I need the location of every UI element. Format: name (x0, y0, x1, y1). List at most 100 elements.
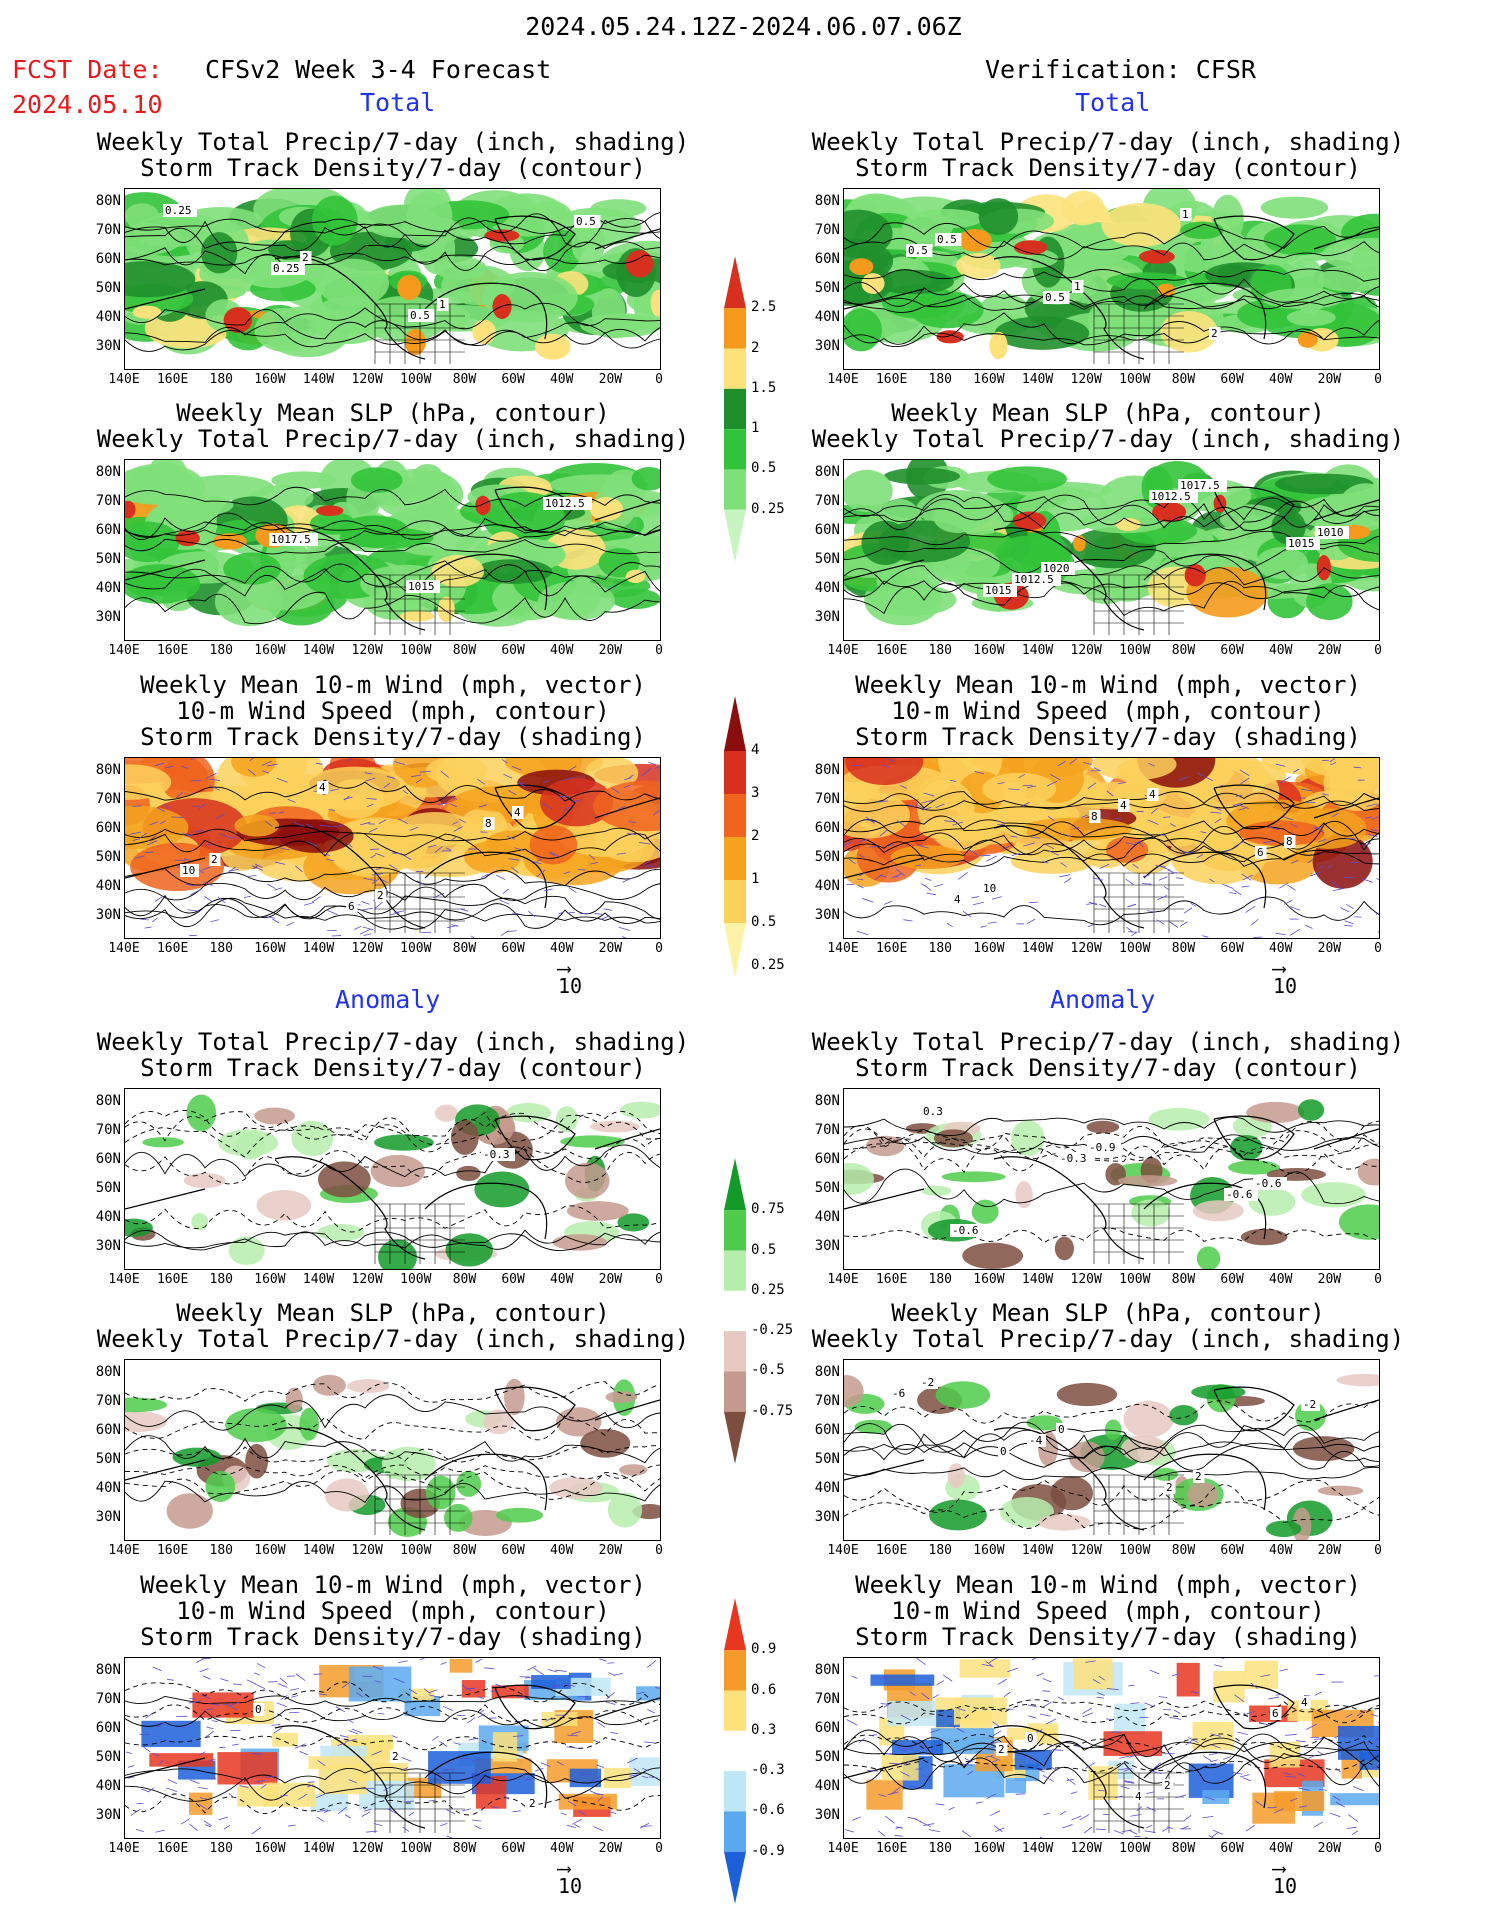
contour-label: -0.6 (950, 1224, 984, 1237)
map-panel-l4: -0.3 (124, 1088, 661, 1270)
lon-tick-label: 160E (156, 941, 189, 956)
lon-tick-label: 40W (549, 1841, 574, 1856)
svg-text:6: 6 (348, 900, 355, 913)
lon-tick-label: 40W (1268, 1272, 1293, 1287)
svg-text:-0.3: -0.3 (483, 1148, 510, 1161)
map-panel-l1: 0.25 2 1 0.5 0.25 0.5 (124, 188, 661, 370)
lon-tick-label: 0 (655, 372, 663, 387)
lon-tick-label: 20W (1317, 1272, 1342, 1287)
lon-tick-label: 80W (452, 643, 477, 658)
lon-tick-label: 80W (1171, 372, 1196, 387)
svg-text:0.5: 0.5 (576, 215, 596, 228)
lon-tick-label: 40W (1268, 643, 1293, 658)
lon-tick-label: 40W (549, 941, 574, 956)
contour-label: -0.6 (1224, 1188, 1258, 1201)
map-panel-r6: 0 2 4 2 4 6 (843, 1657, 1380, 1839)
lon-tick-label: 140E (108, 1543, 140, 1558)
lon-tick-label: 20W (1317, 1543, 1342, 1558)
lat-tick-label: 30N (814, 609, 840, 625)
lat-tick-label: 30N (95, 338, 121, 354)
lon-tick-label: 60W (501, 643, 525, 658)
svg-text:2: 2 (1164, 1779, 1171, 1792)
svg-text:1012.5: 1012.5 (1014, 573, 1054, 586)
lon-tick-label: 20W (598, 1841, 623, 1856)
contour-label: 0.25 (271, 262, 305, 275)
lon-tick-label: 20W (598, 372, 623, 387)
lon-tick-label: 160E (875, 941, 908, 956)
lon-tick-label: 140W (302, 1543, 335, 1558)
lon-tick-label: 160W (973, 941, 1005, 956)
lon-tick-label: 160E (156, 1272, 189, 1287)
lon-tick-label: 140W (1021, 941, 1054, 956)
svg-text:0: 0 (1027, 1732, 1034, 1745)
lon-tick-label: 120W (1070, 1841, 1102, 1856)
lon-tick-label: 120W (351, 643, 383, 658)
svg-text:0.5: 0.5 (410, 309, 430, 322)
contour-label: -2 (1301, 1398, 1320, 1411)
contour-label: 4 (952, 893, 964, 906)
lon-tick-label: 160W (973, 1841, 1005, 1856)
svg-text:1012.5: 1012.5 (1151, 490, 1191, 503)
svg-text:2: 2 (1166, 1481, 1173, 1494)
contour-label: 0.5 (935, 233, 962, 246)
lon-tick-label: 20W (598, 643, 623, 658)
contour-label: 4 (1133, 1790, 1145, 1803)
lon-tick-label: 160E (875, 1841, 908, 1856)
lat-tick-label: 30N (95, 609, 121, 625)
section-anomaly-left: Anomaly (335, 985, 441, 1014)
map-r3: 4 8 10 4 6 4 8 (844, 758, 1379, 938)
svg-text:-2: -2 (1303, 1398, 1316, 1411)
lon-tick-label: 100W (1119, 1841, 1151, 1856)
svg-text:-2: -2 (921, 1376, 934, 1389)
lon-tick-label: 120W (1070, 941, 1102, 956)
lat-tick-label: 60N (95, 1151, 121, 1167)
svg-text:-0.3: -0.3 (1060, 1152, 1087, 1165)
lat-tick-label: 50N (814, 1749, 840, 1765)
vector-ref-l6: ⟶ 10 (558, 1856, 583, 1898)
lon-tick-label: 120W (351, 1841, 383, 1856)
contour-label: 2 (1209, 327, 1221, 340)
lon-tick-label: 140E (827, 1272, 859, 1287)
colorbar-label: 0.75 (751, 1201, 785, 1218)
contour-label: 0.5 (1043, 291, 1070, 304)
svg-text:2: 2 (377, 889, 384, 902)
lat-tick-label: 70N (95, 791, 121, 807)
svg-text:0.5: 0.5 (1045, 291, 1065, 304)
lon-tick-label: 160E (156, 372, 189, 387)
lat-tick-label: 40N (95, 1209, 121, 1225)
lat-tick-label: 70N (814, 1122, 840, 1138)
colorbar-label: 0.25 (751, 1281, 785, 1298)
contour-label: 1015 (1286, 537, 1320, 550)
lon-tick-label: 120W (1070, 1272, 1102, 1287)
lon-tick-label: 180 (928, 643, 953, 658)
svg-text:0: 0 (1058, 1423, 1065, 1436)
colorbar-label: -0.6 (751, 1802, 785, 1819)
svg-text:-4: -4 (1029, 1434, 1043, 1447)
title-l6-c: Storm Track Density/7-day (shading) (140, 1623, 646, 1651)
lon-tick-label: 80W (1171, 1841, 1196, 1856)
vector-ref-r3: ⟶ 10 (1273, 956, 1298, 998)
lon-tick-label: 120W (351, 1543, 383, 1558)
lon-tick-label: 180 (209, 1543, 234, 1558)
lat-tick-label: 60N (814, 1151, 840, 1167)
lon-tick-label: 120W (1070, 372, 1102, 387)
contour-label: 2 (1162, 1779, 1174, 1792)
lat-tick-label: 60N (95, 1422, 121, 1438)
title-r5-a: Weekly Mean SLP (hPa, contour) (891, 1299, 1325, 1327)
colorbar-label: 1.5 (751, 379, 777, 396)
title-r4-a: Weekly Total Precip/7-day (inch, shading… (811, 1028, 1405, 1056)
svg-text:2: 2 (211, 853, 218, 866)
lon-tick-label: 60W (1220, 1841, 1244, 1856)
colorbar-total-precip (724, 256, 746, 562)
lon-tick-label: 0 (655, 1272, 663, 1287)
lon-tick-label: 100W (400, 643, 432, 658)
svg-text:2: 2 (392, 1750, 399, 1763)
lon-tick-label: 160E (875, 1543, 908, 1558)
lat-tick-label: 50N (95, 280, 121, 296)
lon-tick-label: 100W (1119, 941, 1151, 956)
lat-tick-label: 80N (814, 1364, 840, 1380)
lat-tick-label: 60N (95, 522, 121, 538)
lon-tick-label: 0 (1374, 643, 1382, 658)
lon-tick-label: 140E (827, 372, 859, 387)
vector-ref-l3: ⟶ 10 (558, 956, 583, 998)
